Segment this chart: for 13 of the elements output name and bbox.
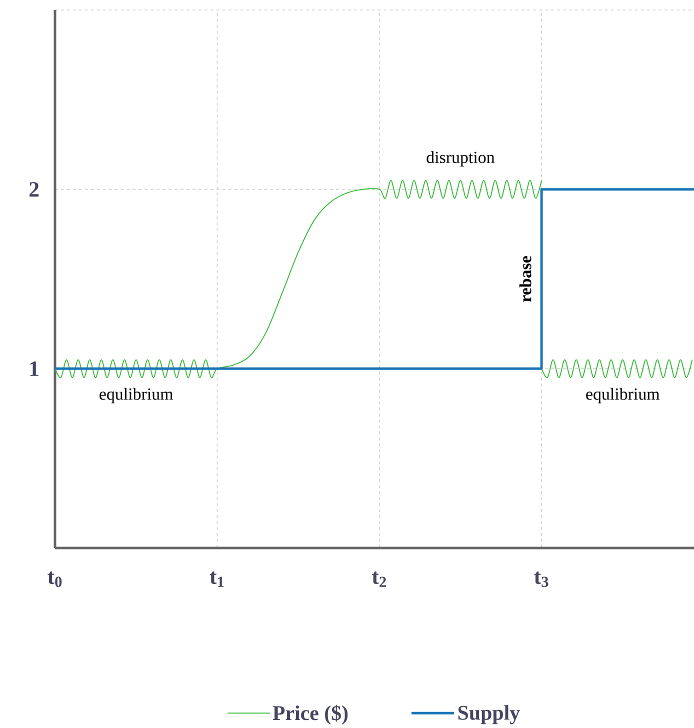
line-series bbox=[54, 180, 542, 378]
legend-label: Price ($) bbox=[272, 704, 348, 724]
legend-label: Supply bbox=[458, 705, 520, 724]
annotation: rebase bbox=[519, 256, 532, 302]
annotation: disruption bbox=[426, 151, 495, 167]
y-tick-label: 2 bbox=[29, 182, 39, 197]
x-tick-label: t$_{3}$ bbox=[534, 571, 548, 588]
x-tick-label: t$_{1}$ bbox=[210, 571, 224, 587]
annotation: equlibrium bbox=[100, 388, 173, 404]
x-tick-label: t$_{2}$ bbox=[372, 571, 386, 587]
y-tick-label: 1 bbox=[30, 361, 38, 376]
annotation: equlibrium bbox=[586, 388, 660, 404]
x-tick-label: t$_{0}$ bbox=[48, 571, 62, 588]
